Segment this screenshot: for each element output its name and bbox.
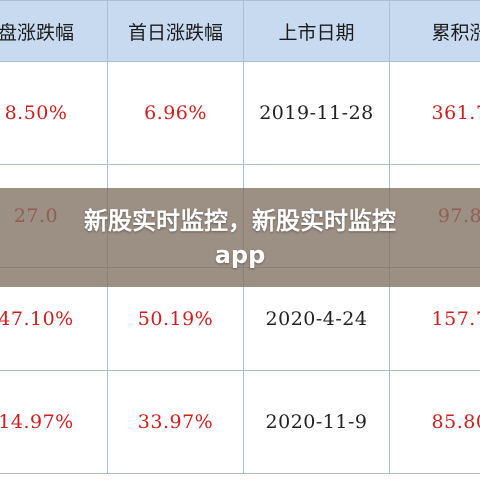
header-listing-date: 上市日期 (243, 0, 390, 62)
close-change-cell: 14.97% (0, 370, 108, 474)
header-cumulative-change: 累积涨 (389, 0, 480, 62)
first-day-change-cell: 33.97% (107, 370, 244, 474)
banner-title: 新股实时监控，新股实时监控 (84, 206, 396, 235)
title-banner: 新股实时监控，新股实时监控 app (0, 188, 480, 287)
table-row: 8.50% 6.96% 2019-11-28 361.7 (0, 61, 480, 165)
banner-subtitle: app (214, 240, 266, 269)
header-close-change: 盘涨跌幅 (0, 0, 108, 62)
listing-date-cell: 2020-11-9 (243, 370, 390, 474)
header-first-day-change: 首日涨跌幅 (107, 0, 244, 62)
first-day-change-cell: 6.96% (107, 61, 244, 165)
cumulative-change-cell: 85.80 (389, 370, 480, 474)
close-change-cell: 8.50% (0, 61, 108, 165)
cumulative-change-cell: 361.7 (389, 61, 480, 165)
table-header-row: 盘涨跌幅 首日涨跌幅 上市日期 累积涨 (0, 0, 480, 62)
table-row: 14.97% 33.97% 2020-11-9 85.80 (0, 370, 480, 474)
listing-date-cell: 2019-11-28 (243, 61, 390, 165)
